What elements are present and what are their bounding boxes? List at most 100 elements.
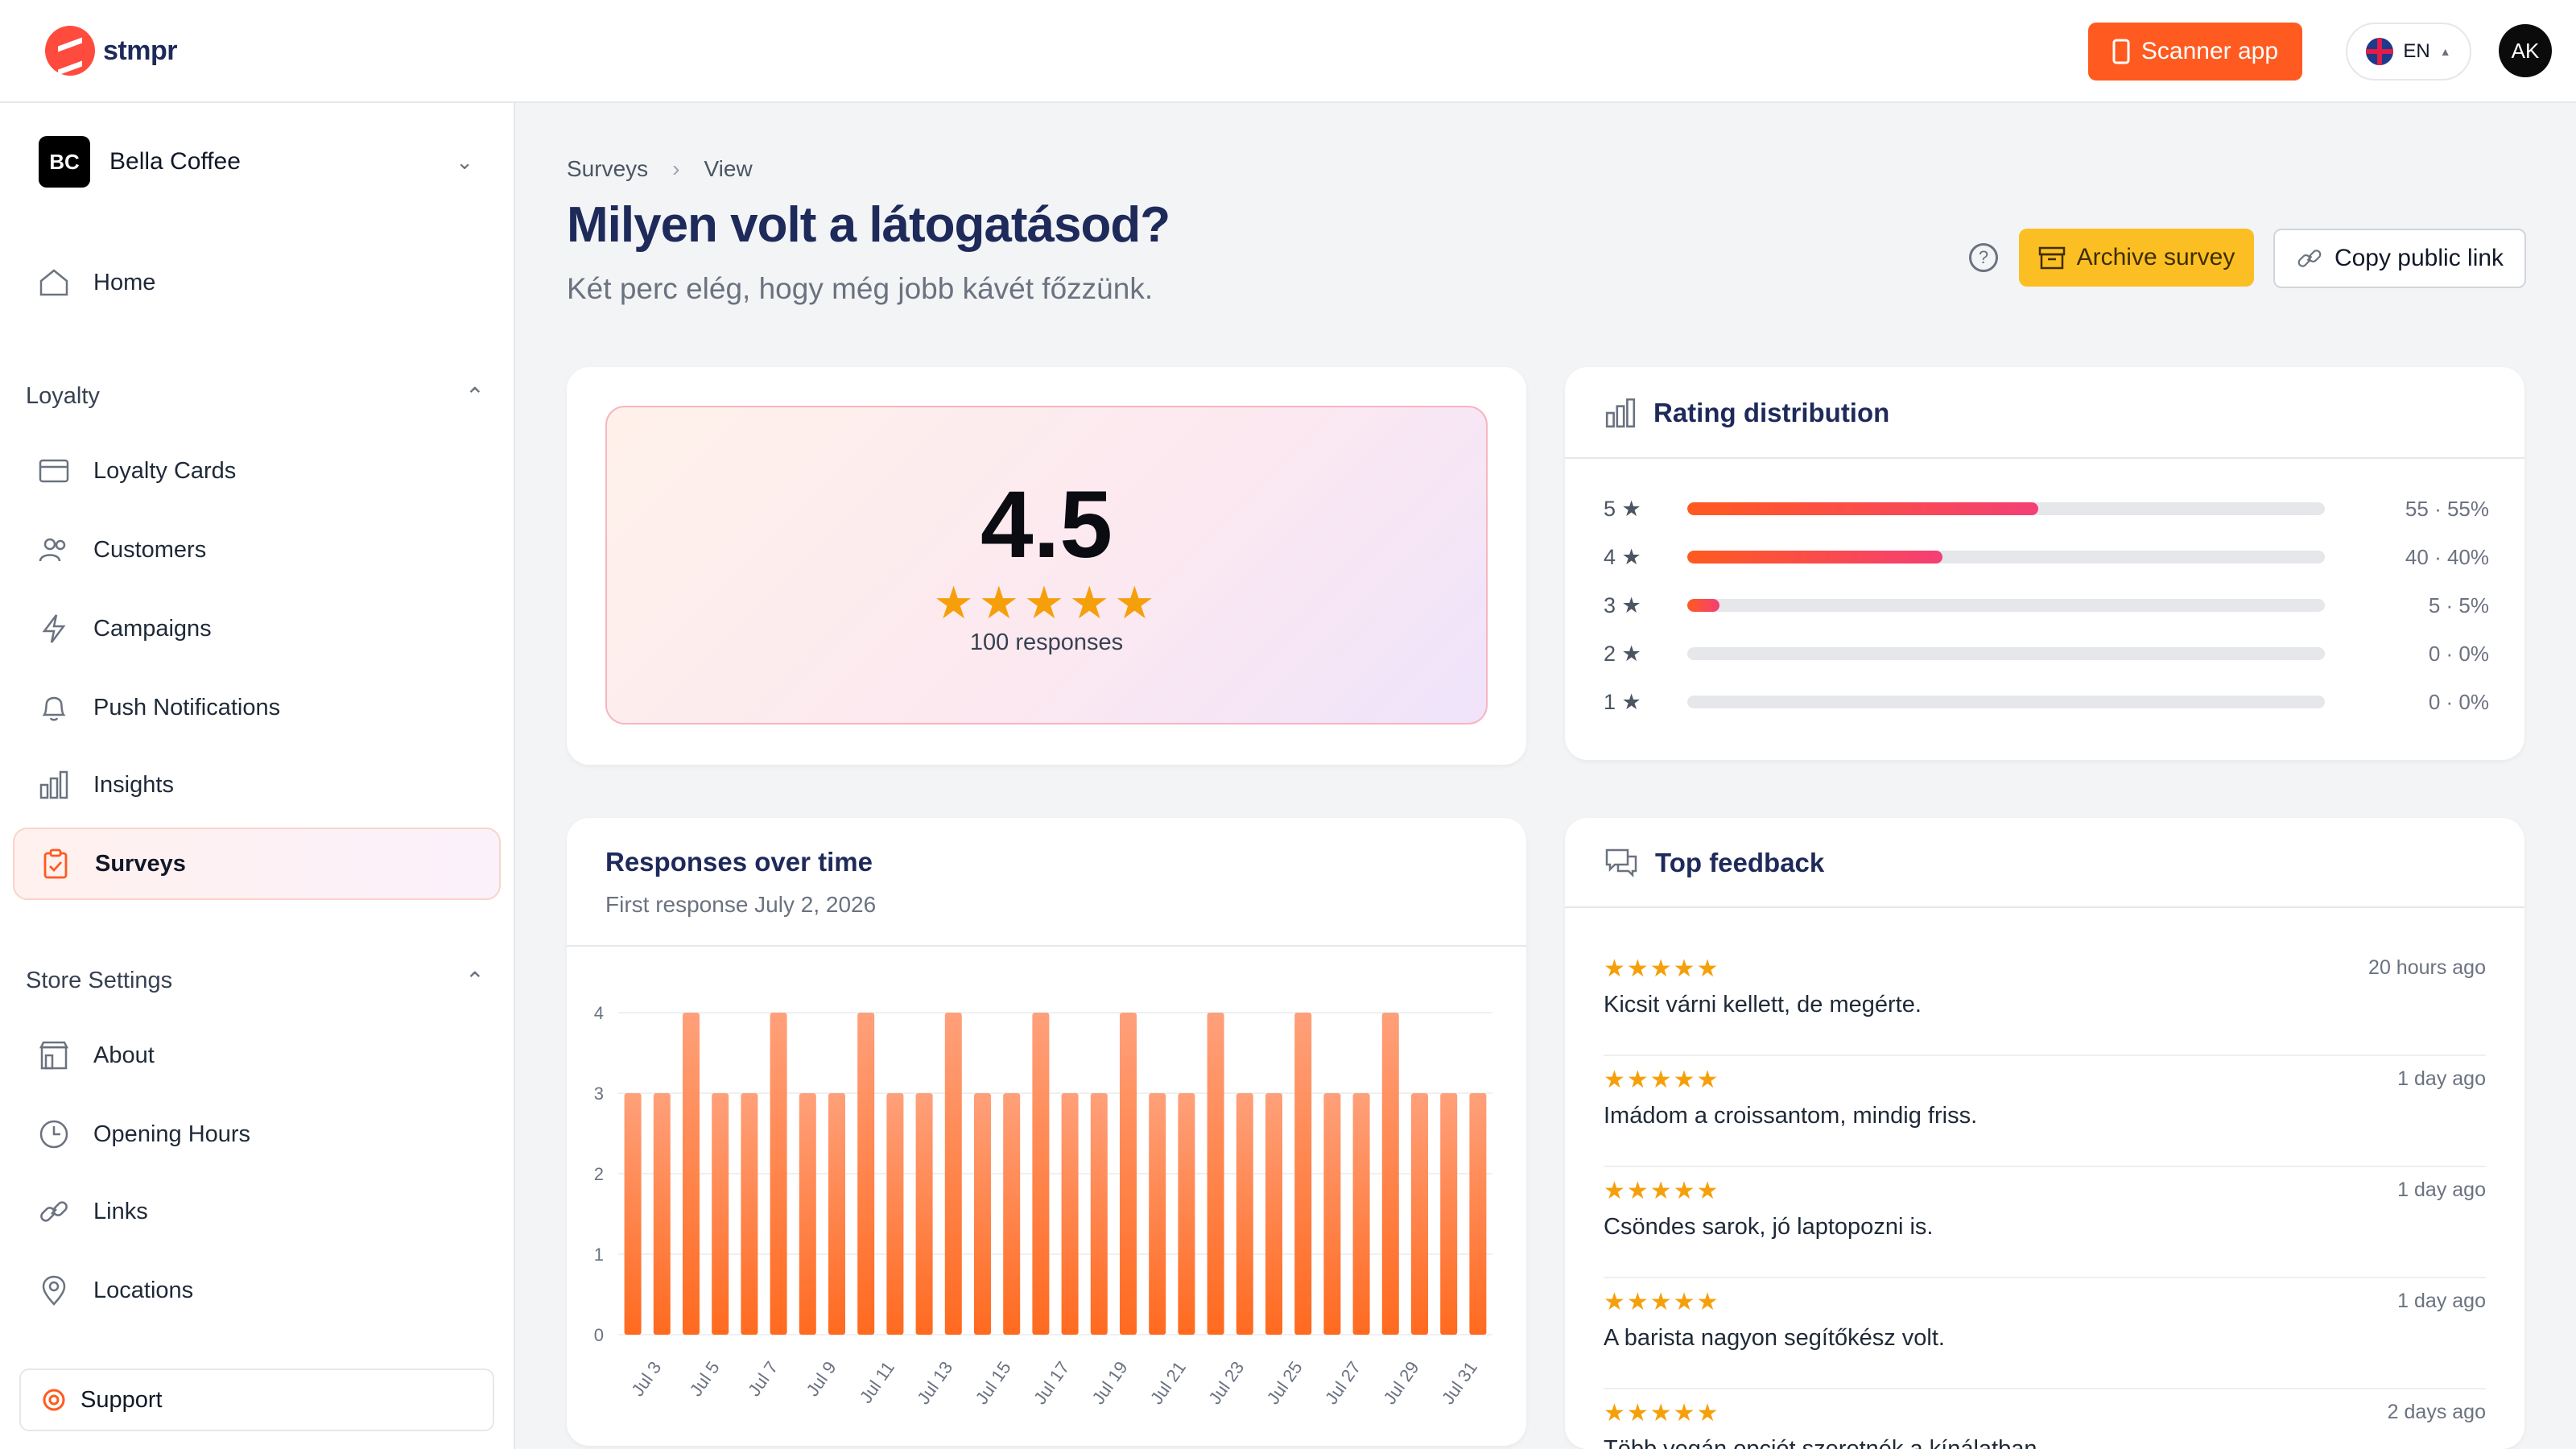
bar-chart-icon xyxy=(1605,398,1636,428)
feedback-item: ★★★★★ 1 day ago Csöndes sarok, jó laptopoz… xyxy=(1604,1167,2486,1278)
chart-bar[interactable] xyxy=(1178,1093,1195,1335)
sidebar-item-opening-hours[interactable]: Opening Hours xyxy=(13,1098,501,1170)
lifebuoy-icon xyxy=(43,1389,65,1411)
chart-bar[interactable] xyxy=(1061,1093,1079,1335)
rating-level-label: 4 ★ xyxy=(1604,544,1641,569)
y-tick-label: 4 xyxy=(594,1003,604,1023)
chart-bar[interactable] xyxy=(1236,1093,1253,1335)
chart-bar[interactable] xyxy=(1352,1093,1370,1335)
sidebar-item-surveys[interactable]: Surveys xyxy=(13,828,501,900)
x-tick-label: Jul 31 xyxy=(1438,1358,1481,1408)
feedback-timestamp: 20 hours ago xyxy=(2368,956,2486,979)
loyalty-section-label: Loyalty xyxy=(26,382,100,409)
chart-bar[interactable] xyxy=(828,1093,845,1335)
chart-bar[interactable] xyxy=(1032,1013,1050,1335)
chart-bar[interactable] xyxy=(1003,1093,1021,1335)
x-tick-label: Jul 25 xyxy=(1263,1358,1307,1408)
sidebar-item-push-notifications[interactable]: Push Notifications xyxy=(13,671,501,744)
map-pin-icon xyxy=(35,1272,72,1309)
top-feedback-card: Top feedback ★★★★★ 20 hours ago Kicsit vár… xyxy=(1565,818,2524,1449)
breadcrumb: Surveys › View xyxy=(567,156,753,182)
rating-level-label: 5 ★ xyxy=(1604,496,1641,521)
rating-count-value: 55 · 55% xyxy=(2405,496,2489,521)
brand-logo[interactable]: stmpr xyxy=(45,26,177,76)
card-divider xyxy=(567,945,1526,947)
chart-bar[interactable] xyxy=(1120,1013,1137,1335)
rating-distribution-row: 3 ★ 5 · 5% xyxy=(1604,589,2489,621)
chart-bar[interactable] xyxy=(1469,1093,1487,1335)
chart-bar[interactable] xyxy=(1090,1093,1108,1335)
feedback-stars: ★★★★★ xyxy=(1604,956,1720,982)
chart-bar[interactable] xyxy=(1265,1093,1282,1335)
lightning-icon xyxy=(35,610,72,647)
store-settings-section-toggle[interactable]: Store Settings ⌃ xyxy=(26,956,485,1005)
chevron-up-icon: ⌃ xyxy=(464,968,485,994)
feedback-text: Kicsit várni kellett, de megérte. xyxy=(1604,992,1922,1018)
sidebar-item-about[interactable]: About xyxy=(13,1019,501,1092)
chart-bar[interactable] xyxy=(857,1013,875,1335)
feedback-timestamp: 1 day ago xyxy=(2397,1067,2486,1090)
chart-bar[interactable] xyxy=(683,1013,700,1335)
sidebar: BC Bella Coffee ⌄ Home Loyalty ⌃ Loyalty… xyxy=(0,103,515,1449)
archive-survey-label: Archive survey xyxy=(2076,244,2235,270)
rating-bar-track xyxy=(1687,502,2325,515)
chart-bar[interactable] xyxy=(712,1093,729,1335)
feedback-item: ★★★★★ 2 days ago Több vegán opciót szeretn… xyxy=(1604,1389,2486,1449)
scanner-app-button[interactable]: Scanner app xyxy=(2088,23,2302,80)
rating-level-label: 3 ★ xyxy=(1604,592,1641,617)
page-title: Milyen volt a látogatásod? xyxy=(567,197,1170,253)
help-icon[interactable]: ? xyxy=(1969,243,1998,272)
sidebar-item-label: Customers xyxy=(93,536,207,563)
sidebar-item-campaigns[interactable]: Campaigns xyxy=(13,592,501,665)
chart-bar[interactable] xyxy=(944,1013,962,1335)
archive-survey-button[interactable]: Archive survey xyxy=(2019,229,2254,287)
feedback-stars: ★★★★★ xyxy=(1604,1289,1720,1315)
chart-bar[interactable] xyxy=(1411,1093,1428,1335)
home-icon xyxy=(35,264,72,301)
chart-bar[interactable] xyxy=(1323,1093,1341,1335)
language-selector[interactable]: EN ▲ xyxy=(2346,23,2471,80)
copy-public-link-button[interactable]: Copy public link xyxy=(2273,229,2526,288)
user-avatar[interactable]: AK xyxy=(2499,24,2552,77)
chart-bar[interactable] xyxy=(1440,1093,1458,1335)
loyalty-section-toggle[interactable]: Loyalty ⌃ xyxy=(26,372,485,420)
chart-bar[interactable] xyxy=(1207,1013,1224,1335)
chart-bar[interactable] xyxy=(1149,1093,1166,1335)
chart-bar[interactable] xyxy=(1294,1013,1312,1335)
chart-bar[interactable] xyxy=(799,1093,816,1335)
rating-count-value: 40 · 40% xyxy=(2405,544,2489,569)
x-tick-label: Jul 13 xyxy=(913,1358,956,1408)
sidebar-item-insights[interactable]: Insights xyxy=(13,749,501,821)
store-icon xyxy=(35,1037,72,1074)
chart-bar[interactable] xyxy=(915,1093,933,1335)
chevron-right-icon: › xyxy=(672,156,680,181)
support-label: Support xyxy=(80,1386,163,1413)
chart-bar[interactable] xyxy=(741,1093,758,1335)
top-bar: stmpr Scanner app EN ▲ AK xyxy=(0,0,2576,103)
chart-bar[interactable] xyxy=(653,1093,671,1335)
store-switcher[interactable]: BC Bella Coffee ⌄ xyxy=(39,134,473,190)
chart-bar[interactable] xyxy=(886,1093,904,1335)
link-icon xyxy=(2297,250,2322,267)
sidebar-item-loyalty-cards[interactable]: Loyalty Cards xyxy=(13,435,501,507)
chart-bar[interactable] xyxy=(770,1013,787,1335)
clipboard-check-icon xyxy=(37,845,74,882)
rating-distribution-row: 5 ★ 55 · 55% xyxy=(1604,493,2489,525)
chart-bar[interactable] xyxy=(624,1093,642,1335)
feedback-text: Imádom a croissantom, mindig friss. xyxy=(1604,1103,1978,1129)
sidebar-item-customers[interactable]: Customers xyxy=(13,514,501,586)
chart-bar[interactable] xyxy=(974,1093,991,1335)
support-button[interactable]: Support xyxy=(19,1368,494,1431)
chart-bar[interactable] xyxy=(1381,1013,1399,1335)
feedback-timestamp: 1 day ago xyxy=(2397,1179,2486,1201)
store-name: Bella Coffee xyxy=(109,148,241,175)
sidebar-item-home[interactable]: Home xyxy=(13,246,501,319)
store-badge: BC xyxy=(39,136,90,188)
sidebar-item-label: Opening Hours xyxy=(93,1121,251,1147)
sidebar-item-links[interactable]: Links xyxy=(13,1175,501,1248)
sidebar-item-locations[interactable]: Locations xyxy=(13,1254,501,1327)
breadcrumb-surveys-link[interactable]: Surveys xyxy=(567,156,649,181)
sidebar-item-label: Push Notifications xyxy=(93,694,281,720)
top-feedback-header: Top feedback xyxy=(1604,847,1824,879)
sidebar-item-label: Locations xyxy=(93,1277,194,1303)
